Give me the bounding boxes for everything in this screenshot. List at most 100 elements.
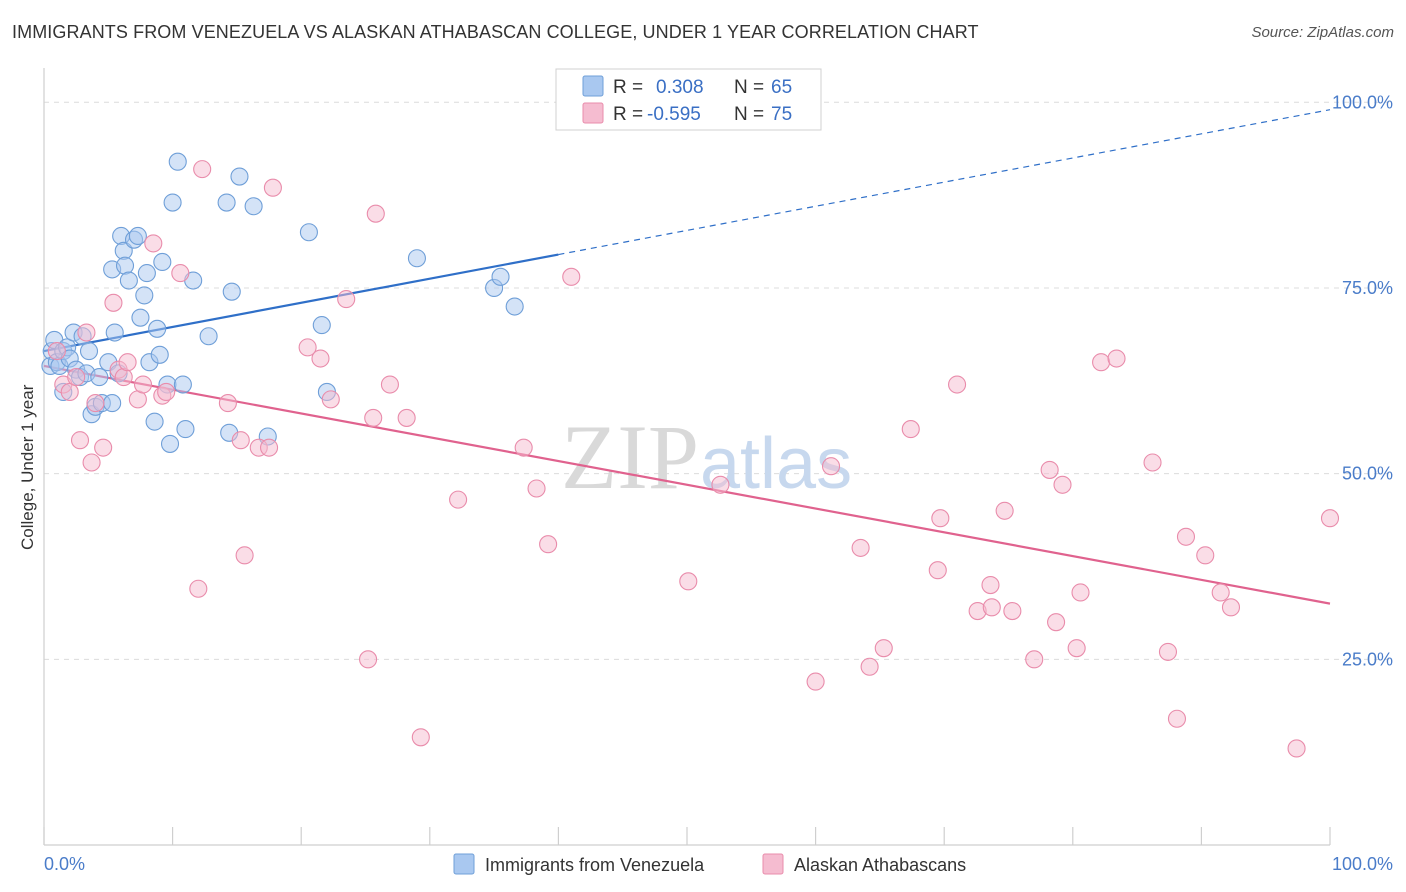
legend-n-label-pink: N = [734, 104, 764, 125]
pink-data-point [1158, 642, 1178, 661]
blue-data-point [131, 308, 150, 327]
gridlines [44, 101, 1392, 660]
y-tick-label: 25.0% [1342, 649, 1393, 669]
blue-data-point [79, 342, 99, 361]
pink-data-point [931, 509, 950, 528]
pink-data-point [231, 431, 250, 450]
pink-data-point [1003, 601, 1022, 621]
blue-data-point [153, 252, 172, 272]
pink-data-point [1320, 509, 1340, 528]
pink-data-point [1287, 739, 1306, 758]
legend-r-value-pink: -0.595 [647, 104, 701, 125]
pink-data-point [144, 234, 163, 253]
pink-data-point [1196, 546, 1215, 565]
blue-data-point [115, 256, 135, 275]
blue-data-point [244, 197, 263, 216]
pink-data-point [321, 390, 340, 409]
pink-data-point [514, 438, 533, 457]
pink-data-point [380, 375, 399, 394]
bottom-legend-swatch-blue [453, 853, 475, 875]
pink-data-point [104, 293, 123, 312]
pink-data-point [1092, 353, 1111, 372]
pink-data-point [259, 438, 279, 457]
blue-data-point [135, 286, 154, 305]
pink-data-point [982, 598, 1001, 617]
data-points [41, 152, 1340, 758]
blue-data-point [150, 345, 169, 364]
source-credit: Source: ZipAtlas.com [1251, 24, 1394, 41]
pink-data-point [366, 204, 385, 223]
blue-data-point [145, 412, 164, 431]
pink-data-point [806, 672, 825, 691]
pink-data-point [1053, 475, 1072, 494]
chart-title: IMMIGRANTS FROM VENEZUELA VS ALASKAN ATH… [12, 22, 979, 42]
blue-trend-line [43, 253, 559, 353]
x-tick-label: 0.0% [44, 854, 85, 874]
pink-data-point [562, 267, 581, 286]
bottom-legend: Immigrants from Venezuela Alaskan Athaba… [453, 853, 966, 875]
pink-data-point [94, 438, 113, 457]
pink-data-point [901, 420, 920, 439]
blue-data-point [160, 434, 180, 453]
blue-data-point [217, 193, 236, 212]
pink-data-point [311, 349, 330, 368]
pink-data-point [995, 501, 1014, 520]
pink-data-point [337, 290, 356, 309]
pink-data-point [70, 431, 90, 450]
blue-data-point [128, 226, 147, 246]
pink-data-point [133, 375, 153, 394]
blue-data-point [176, 420, 195, 439]
y-tick-label: 100.0% [1332, 92, 1393, 112]
blue-data-point [299, 223, 318, 242]
pink-data-point [711, 475, 730, 494]
pink-data-point [1176, 527, 1196, 546]
legend-n-value-blue: 65 [771, 77, 792, 98]
x-tick-label: 100.0% [1332, 854, 1393, 874]
pink-data-point [874, 639, 893, 658]
blue-data-point [407, 249, 426, 268]
pink-data-point [851, 538, 870, 557]
blue-data-point [173, 375, 192, 394]
pink-data-point [1211, 583, 1230, 602]
bottom-legend-label-blue: Immigrants from Venezuela [485, 855, 705, 875]
pink-data-point [189, 579, 208, 598]
blue-data-point [230, 167, 249, 186]
blue-data-point [491, 267, 510, 286]
pink-trend-line [43, 364, 1331, 605]
pink-data-point [860, 657, 879, 676]
legend-r-label-blue: R = [613, 77, 643, 98]
pink-data-point [1067, 639, 1086, 658]
blue-data-point [137, 264, 156, 283]
pink-data-point [114, 368, 133, 387]
trend-lines [43, 109, 1331, 605]
pink-data-point [235, 546, 254, 565]
pink-data-point [82, 453, 101, 472]
pink-data-point [86, 394, 105, 413]
legend-swatch-pink [582, 102, 604, 124]
pink-data-point [821, 457, 841, 476]
y-tick-label: 75.0% [1342, 278, 1393, 298]
pink-data-point [1143, 453, 1162, 472]
blue-data-point [222, 282, 241, 301]
pink-data-point [171, 264, 190, 283]
stats-legend: R = 0.308 N = 65 R = -0.595 N = 75 [555, 68, 822, 131]
blue-data-point [168, 152, 187, 171]
pink-data-point [1107, 349, 1126, 368]
pink-data-point [449, 490, 468, 509]
pink-data-point [527, 479, 546, 498]
pink-data-point [981, 575, 1000, 595]
pink-data-point [1047, 613, 1066, 632]
blue-data-point [90, 368, 109, 387]
pink-data-point [77, 323, 96, 342]
blue-data-point [199, 327, 218, 346]
legend-swatch-blue [582, 75, 604, 97]
pink-data-point [948, 375, 967, 394]
pink-data-point [67, 368, 86, 387]
blue-data-point [148, 319, 167, 338]
blue-data-point [505, 297, 524, 316]
pink-data-point [218, 394, 237, 413]
legend-r-label-pink: R = [613, 104, 643, 125]
pink-data-point [118, 353, 137, 372]
pink-data-point [359, 650, 378, 669]
